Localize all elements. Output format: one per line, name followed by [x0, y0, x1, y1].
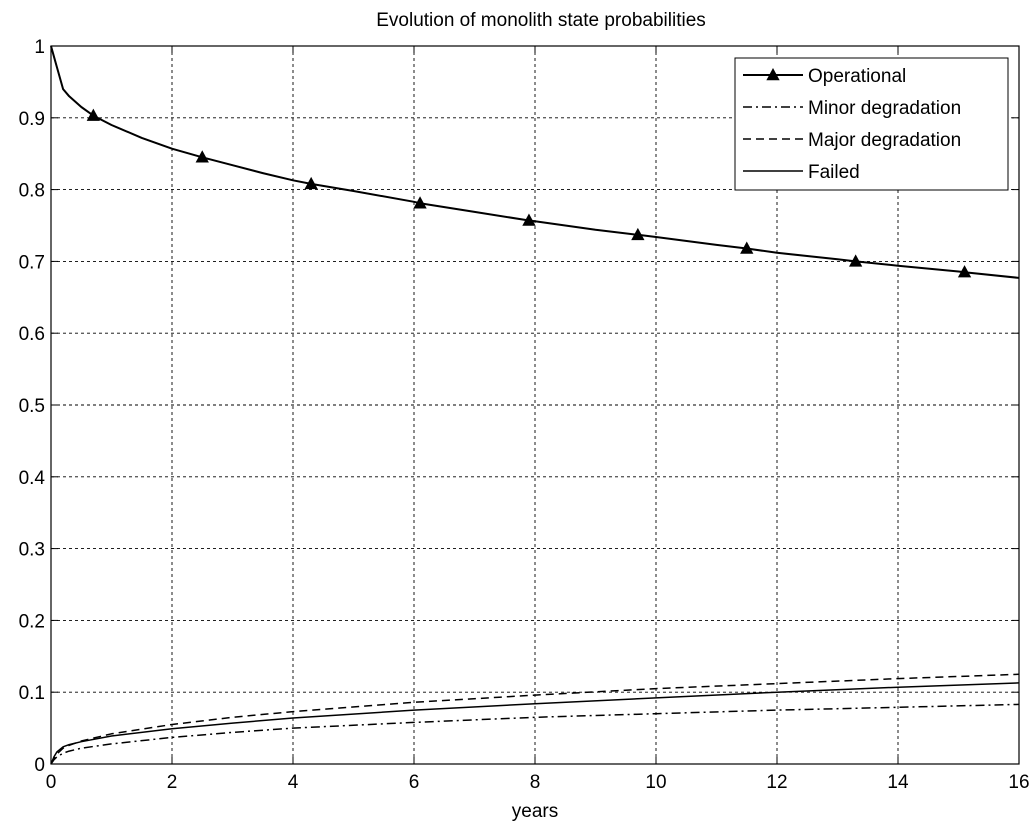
series-layer	[50, 45, 1020, 765]
series-line	[50, 673, 1020, 765]
legend-box	[734, 57, 1009, 191]
x-tick-label: 4	[288, 772, 299, 793]
legend-label: Failed	[808, 162, 860, 183]
series-minor-degradation	[50, 703, 1020, 765]
series-line	[50, 703, 1020, 765]
x-tick-label: 14	[887, 772, 909, 793]
y-tick-labels: 0 0.1 0.2 0.3 0.4 0.5 0.6 0.7 0.8 0.9 1	[19, 37, 46, 776]
triangle-marker	[304, 176, 318, 190]
triangle-marker	[195, 150, 209, 163]
chart-title: Evolution of monolith state probabilitie…	[376, 10, 706, 31]
y-tick-label: 0.3	[19, 540, 45, 561]
legend-triangle-marker	[766, 68, 780, 81]
y-tick-label: 0	[34, 755, 45, 776]
triangle-marker	[849, 254, 863, 267]
y-tick-label: 0.8	[19, 181, 45, 202]
y-tick-label: 0.7	[19, 252, 45, 273]
x-tick-label: 6	[409, 772, 420, 793]
legend-label: Minor degradation	[808, 98, 961, 119]
triangle-marker	[413, 196, 427, 209]
series-operational	[50, 45, 1020, 279]
axis-ticks	[50, 45, 1020, 765]
y-tick-label: 1	[34, 37, 45, 58]
triangle-marker	[957, 265, 972, 278]
series-line	[50, 45, 1020, 279]
x-tick-label: 10	[645, 772, 666, 793]
x-tick-label: 12	[766, 772, 787, 793]
legend-label: Operational	[808, 66, 906, 87]
x-tick-labels: 0 2 4 6 8 10 12 14 16	[46, 772, 1030, 793]
triangle-marker	[631, 227, 645, 241]
y-tick-label: 0.1	[19, 683, 45, 704]
series-line	[50, 682, 1020, 765]
triangle-marker	[86, 108, 100, 121]
x-tick-label: 16	[1008, 772, 1029, 793]
y-tick-label: 0.9	[19, 109, 45, 130]
x-axis-label: years	[512, 801, 558, 822]
legend: Operational Minor degradation Major degrad…	[734, 57, 1009, 191]
x-tick-label: 0	[46, 772, 57, 793]
series-major-degradation	[50, 673, 1020, 765]
series-failed	[50, 682, 1020, 765]
triangle-marker	[522, 213, 536, 226]
y-tick-label: 0.5	[19, 396, 45, 417]
triangle-marker	[740, 241, 754, 254]
x-tick-label: 2	[167, 772, 178, 793]
legend-label: Major degradation	[808, 130, 961, 151]
y-tick-label: 0.6	[19, 324, 45, 345]
y-tick-label: 0.4	[19, 468, 46, 489]
x-tick-label: 8	[530, 772, 541, 793]
y-tick-label: 0.2	[19, 611, 45, 632]
